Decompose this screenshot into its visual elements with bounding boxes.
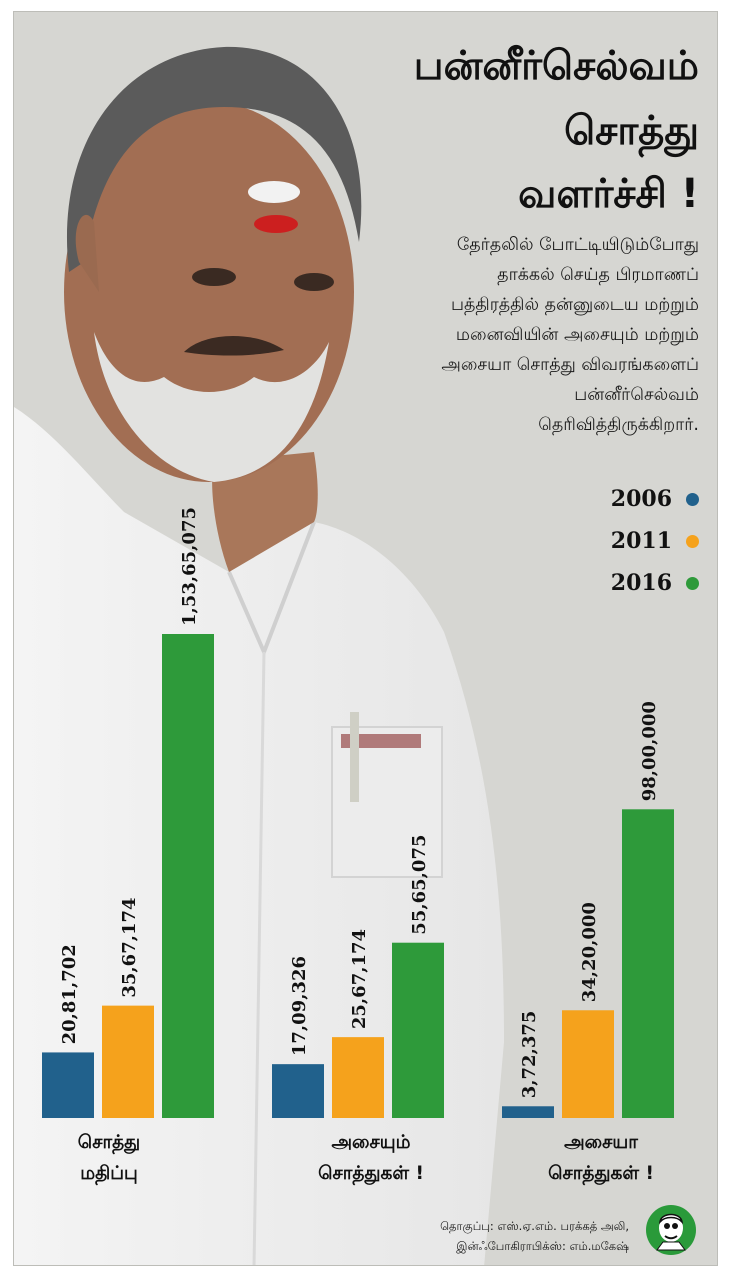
category-label-line: அசையா	[564, 1132, 638, 1153]
legend-swatch	[686, 534, 699, 548]
bar-2006-cat0	[42, 1052, 94, 1118]
bar-2011-cat2	[562, 1010, 614, 1118]
category-label-asset-value: சொத்து மதிப்பு	[19, 1127, 199, 1189]
description-line: அசையா சொத்து விவரங்களைப்	[441, 355, 699, 375]
legend-item-2016: 2016	[611, 568, 699, 598]
bar-2016-cat2	[622, 809, 674, 1118]
bar-value-label: 55,65,075	[409, 834, 430, 934]
credits: தொகுப்பு: எஸ்.ஏ.எம். பரக்கத் அலி, இன்ஃபோ…	[440, 1216, 629, 1256]
legend-label: 2011	[610, 528, 672, 554]
legend-item-2011: 2011	[611, 526, 699, 556]
legend-swatch	[686, 576, 699, 590]
description-paragraph: தேர்தலில் போட்டியிடும்போது தாக்கல் செய்த…	[369, 230, 699, 440]
category-label-line: சொத்துகள் !	[318, 1163, 424, 1184]
title-line-2: சொத்து	[564, 108, 699, 154]
bar-value-label: 20,81,702	[59, 944, 80, 1044]
bar-value-label: 34,20,000	[579, 902, 600, 1002]
bar-2011-cat0	[102, 1005, 154, 1118]
bar-2016-cat0	[162, 634, 214, 1118]
description-line: மனைவியின் அசையும் மற்றும்	[455, 325, 699, 345]
bar-value-label: 35,67,174	[119, 897, 140, 997]
bar-value-label: 98,00,000	[639, 701, 660, 801]
category-label-line: சொத்து	[77, 1132, 141, 1153]
category-label-line: சொத்துகள் !	[548, 1163, 654, 1184]
description-line: பன்னீர்செல்வம்	[574, 385, 699, 405]
bar-2011-cat1	[332, 1037, 384, 1118]
publisher-logo-icon	[646, 1205, 696, 1255]
infographic-frame: பன்னீர்செல்வம் சொத்து வளர்ச்சி ! தேர்தலி…	[13, 11, 718, 1266]
bar-value-label: 17,09,326	[289, 956, 310, 1056]
description-line: பத்திரத்தில் தன்னுடைய மற்றும்	[450, 295, 699, 315]
legend-swatch	[686, 492, 699, 506]
legend-label: 2016	[610, 570, 672, 596]
category-label-movable-assets: அசையும் சொத்துகள் !	[281, 1127, 461, 1189]
bar-chart: 20,81,702 17,09,326 3,72,375 35,67,174 25,67…	[42, 507, 674, 1118]
bar-2006-cat2	[502, 1106, 554, 1118]
credits-compiled-by: தொகுப்பு: எஸ்.ஏ.எம். பரக்கத் அலி,	[440, 1219, 629, 1233]
description-line: தாக்கல் செய்த பிரமாணப்	[497, 265, 699, 285]
legend-item-2006: 2006	[611, 484, 699, 514]
credits-infographics-by: இன்ஃபோகிராபிக்ஸ்: எம்.மகேஷ்	[456, 1239, 629, 1253]
category-label-immovable-assets: அசையா சொத்துகள் !	[511, 1127, 691, 1189]
title-line-3: வளர்ச்சி !	[518, 171, 699, 217]
category-label-line: அசையும்	[331, 1132, 411, 1153]
bar-value-label: 1,53,65,075	[179, 507, 200, 626]
title-line-1: பன்னீர்செல்வம்	[413, 43, 699, 89]
description-line: தெரிவித்திருக்கிறார்.	[538, 415, 699, 435]
legend-label: 2006	[610, 486, 672, 512]
bar-2016-cat1	[392, 942, 444, 1118]
description-line: தேர்தலில் போட்டியிடும்போது	[456, 235, 699, 255]
bar-value-label: 25,67,174	[349, 929, 370, 1029]
category-label-line: மதிப்பு	[80, 1163, 138, 1184]
bar-value-label: 3,72,375	[519, 1011, 540, 1099]
bar-2006-cat1	[272, 1064, 324, 1118]
